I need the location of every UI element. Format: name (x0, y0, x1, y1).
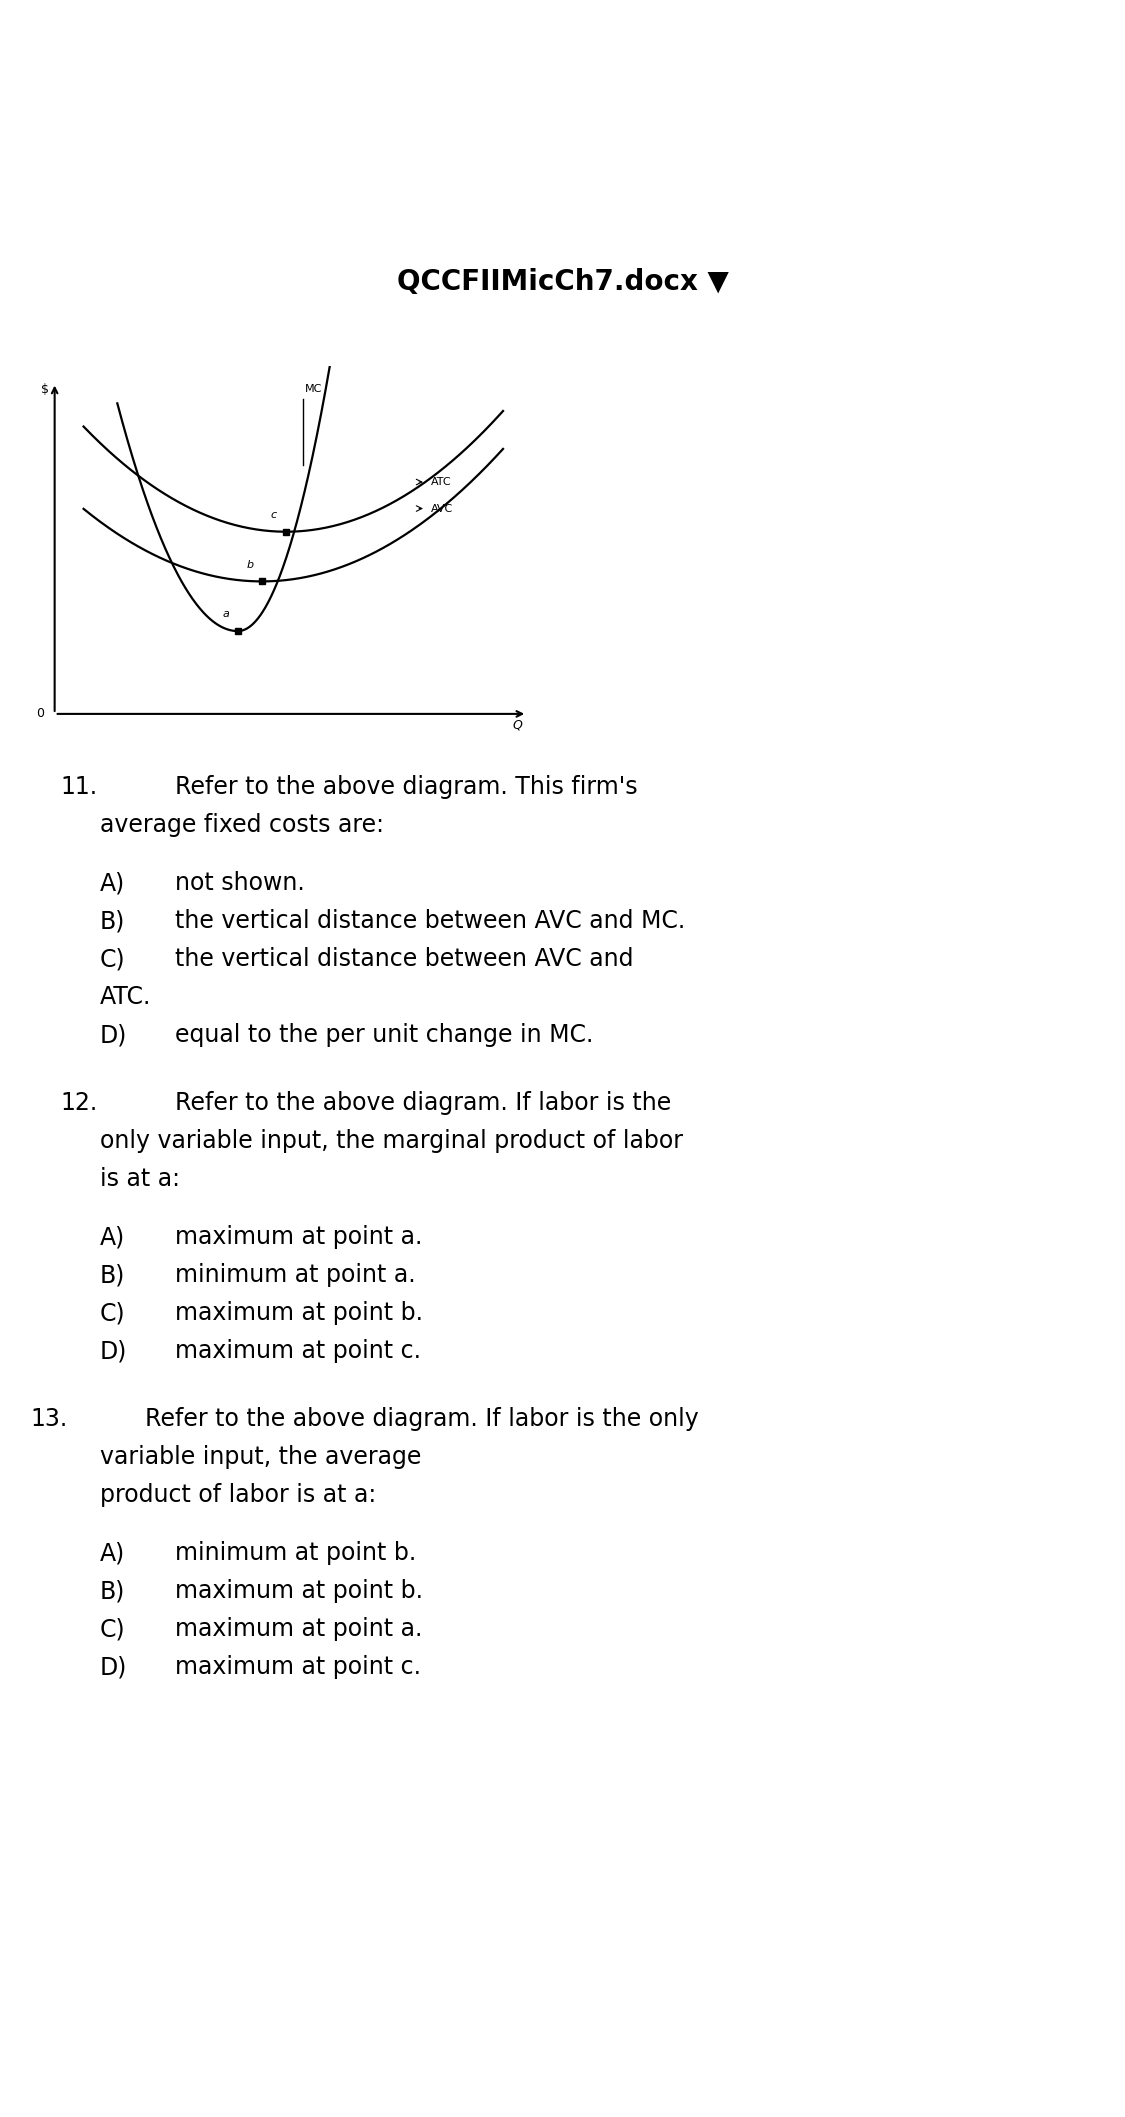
Text: variable input, the average: variable input, the average (100, 1446, 422, 1469)
Text: Refer to the above diagram. This firm's: Refer to the above diagram. This firm's (176, 775, 638, 798)
Text: lll: lll (870, 34, 906, 53)
Text: only variable input, the marginal product of labor: only variable input, the marginal produc… (100, 1128, 683, 1154)
Text: 11.: 11. (60, 775, 97, 798)
Text: c: c (271, 510, 277, 521)
Text: 13.: 13. (30, 1408, 68, 1431)
Text: ☐: ☐ (1010, 34, 1030, 55)
Text: C): C) (100, 946, 126, 972)
Text: MC: MC (305, 385, 323, 394)
Text: 0: 0 (36, 707, 44, 720)
Text: equal to the per unit change in MC.: equal to the per unit change in MC. (176, 1023, 593, 1048)
Text: b: b (246, 559, 253, 569)
Text: product of labor is at a:: product of labor is at a: (100, 1484, 376, 1507)
Text: C): C) (100, 1302, 126, 1325)
Text: 3:56: 3:56 (55, 32, 117, 55)
Text: •••: ••• (1045, 146, 1095, 174)
Text: the vertical distance between AVC and MC.: the vertical distance between AVC and MC… (176, 908, 685, 934)
Text: QCCFIIMicCh7.docx: QCCFIIMicCh7.docx (381, 144, 744, 176)
Text: maximum at point c.: maximum at point c. (176, 1655, 421, 1679)
Text: maximum at point b.: maximum at point b. (176, 1302, 423, 1325)
Text: A): A) (100, 870, 125, 895)
Text: average fixed costs are:: average fixed costs are: (100, 813, 384, 836)
Text: ATC.: ATC. (100, 984, 152, 1010)
Text: not shown.: not shown. (176, 870, 305, 895)
Text: ◕: ◕ (940, 34, 960, 55)
Text: maximum at point a.: maximum at point a. (176, 1617, 422, 1641)
Text: 12.: 12. (60, 1090, 97, 1116)
Text: Q: Q (513, 720, 522, 732)
Text: ×: × (55, 140, 90, 180)
Text: maximum at point c.: maximum at point c. (176, 1338, 421, 1363)
Text: D): D) (100, 1023, 127, 1048)
Text: Refer to the above diagram. If labor is the: Refer to the above diagram. If labor is … (176, 1090, 672, 1116)
Text: B): B) (100, 1264, 125, 1287)
Text: maximum at point b.: maximum at point b. (176, 1579, 423, 1603)
Text: B): B) (100, 908, 125, 934)
Text: B): B) (100, 1579, 125, 1603)
Text: ATC: ATC (431, 476, 451, 487)
Text: A): A) (100, 1226, 125, 1249)
Text: $: $ (40, 383, 50, 396)
Text: C): C) (100, 1617, 126, 1641)
Text: maximum at point a.: maximum at point a. (176, 1226, 422, 1249)
Text: is at a:: is at a: (100, 1166, 180, 1192)
Text: the vertical distance between AVC and: the vertical distance between AVC and (176, 946, 633, 972)
Text: D): D) (100, 1655, 127, 1679)
Text: QCCFIIMicCh7.docx ▼: QCCFIIMicCh7.docx ▼ (397, 269, 729, 296)
Text: AVC: AVC (431, 504, 453, 514)
Text: A): A) (100, 1541, 125, 1564)
Text: minimum at point a.: minimum at point a. (176, 1264, 415, 1287)
Text: a: a (223, 610, 229, 620)
Text: minimum at point b.: minimum at point b. (176, 1541, 416, 1564)
Text: D): D) (100, 1338, 127, 1363)
Text: Refer to the above diagram. If labor is the only: Refer to the above diagram. If labor is … (145, 1408, 699, 1431)
